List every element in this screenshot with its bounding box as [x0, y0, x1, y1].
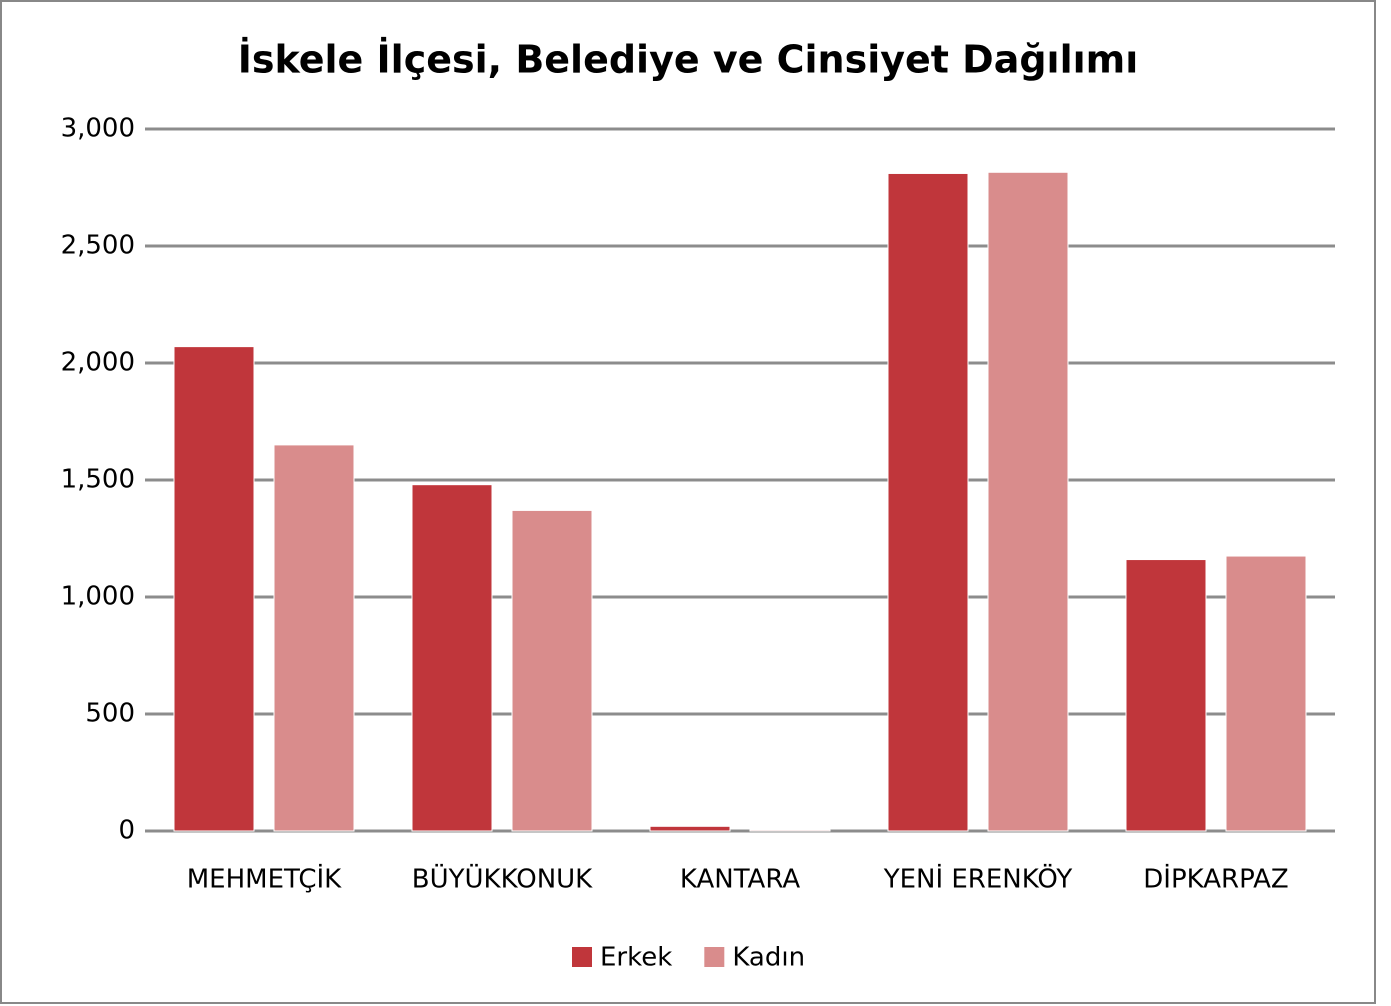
bar [511, 509, 593, 832]
bar [1225, 555, 1307, 832]
legend-swatch [704, 947, 725, 967]
y-tick-label: 1,500 [61, 465, 135, 495]
y-tick-label: 2,500 [61, 231, 135, 261]
bar [411, 484, 493, 832]
bar [173, 346, 255, 832]
chart-title: İskele İlçesi, Belediye ve Cinsiyet Dağı… [238, 38, 1139, 82]
y-tick-label: 2,000 [61, 348, 135, 378]
bar [1125, 559, 1207, 832]
bar [749, 829, 831, 832]
y-tick-label: 0 [118, 816, 135, 846]
bar [649, 825, 731, 832]
bar [273, 444, 355, 832]
y-tick-label: 500 [85, 699, 135, 729]
x-tick-label: KANTARA [680, 865, 800, 895]
y-tick-label: 3,000 [61, 114, 135, 144]
x-tick-label: MEHMETÇİK [187, 863, 342, 895]
legend-label: Erkek [600, 943, 672, 973]
x-tick-label: DİPKARPAZ [1143, 863, 1288, 895]
legend-label: Kadın [732, 943, 805, 973]
legend-swatch [572, 947, 592, 967]
y-tick-label: 1,000 [61, 582, 135, 612]
bar [887, 172, 969, 832]
x-tick-label: BÜYÜKKONUK [412, 863, 593, 895]
x-tick-label: YENİ ERENKÖY [883, 863, 1073, 895]
bar [987, 171, 1069, 832]
